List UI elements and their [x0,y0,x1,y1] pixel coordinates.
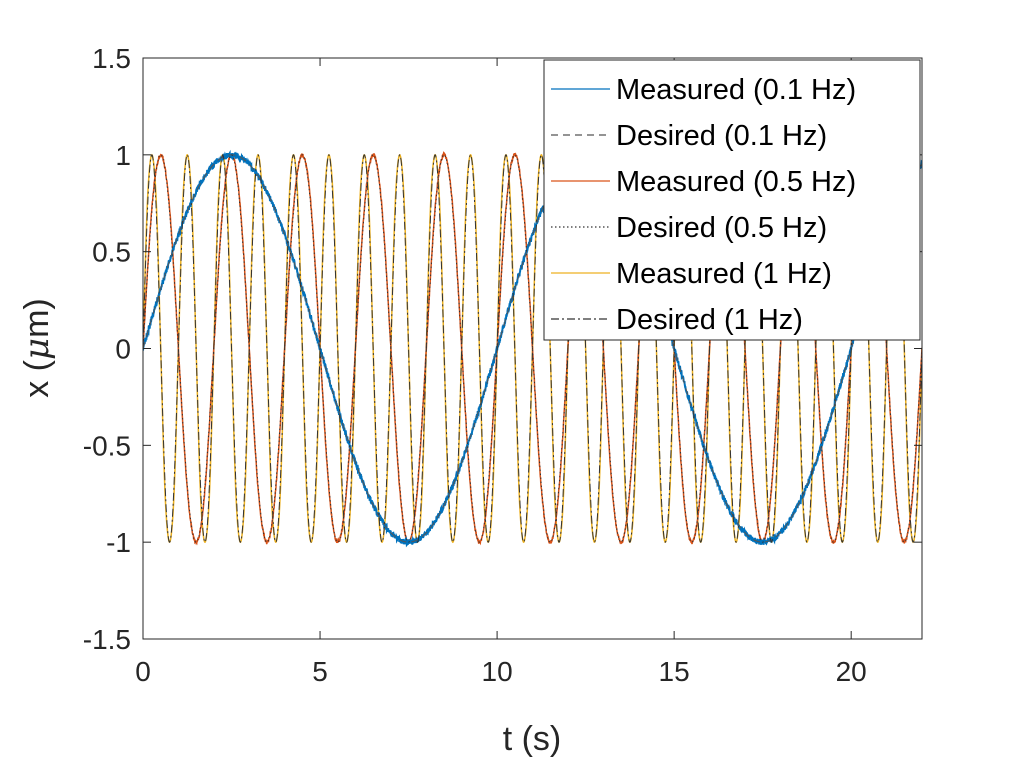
y-axis-label-mu: μ [17,338,57,360]
legend-label: Desired (0.1 Hz) [616,120,827,152]
series-line-1 [143,154,922,543]
legend-label: Desired (1 Hz) [616,304,803,336]
x-tick-label: 20 [836,656,867,687]
legend-box [543,59,921,341]
legend-label: Measured (0.5 Hz) [616,166,856,198]
legend-label: Desired (0.5 Hz) [616,212,827,244]
y-tick-label: -1.5 [83,624,131,655]
legend: Measured (0.1 Hz) Desired (0.1 Hz) Measure… [543,59,921,341]
x-axis-label: t (s) [503,720,562,757]
legend-label: Measured (0.1 Hz) [616,74,856,106]
legend-label: Measured (1 Hz) [616,258,832,290]
y-axis-label: x (μm) [17,298,57,398]
y-tick-label: 1 [115,140,131,171]
x-tick-label: 10 [482,656,513,687]
y-axis-label-main: x ( [18,359,56,397]
x-tick-label: 15 [659,656,690,687]
y-tick-label: 0.5 [92,237,131,268]
x-tick-label: 5 [312,656,328,687]
y-axis-label-unit: m) [18,298,56,338]
x-tick-label: 0 [135,656,151,687]
y-tick-label: -1 [106,527,131,558]
y-tick-label: -0.5 [83,430,131,461]
y-tick-label: 0 [115,334,131,365]
y-tick-label: 1.5 [92,43,131,74]
